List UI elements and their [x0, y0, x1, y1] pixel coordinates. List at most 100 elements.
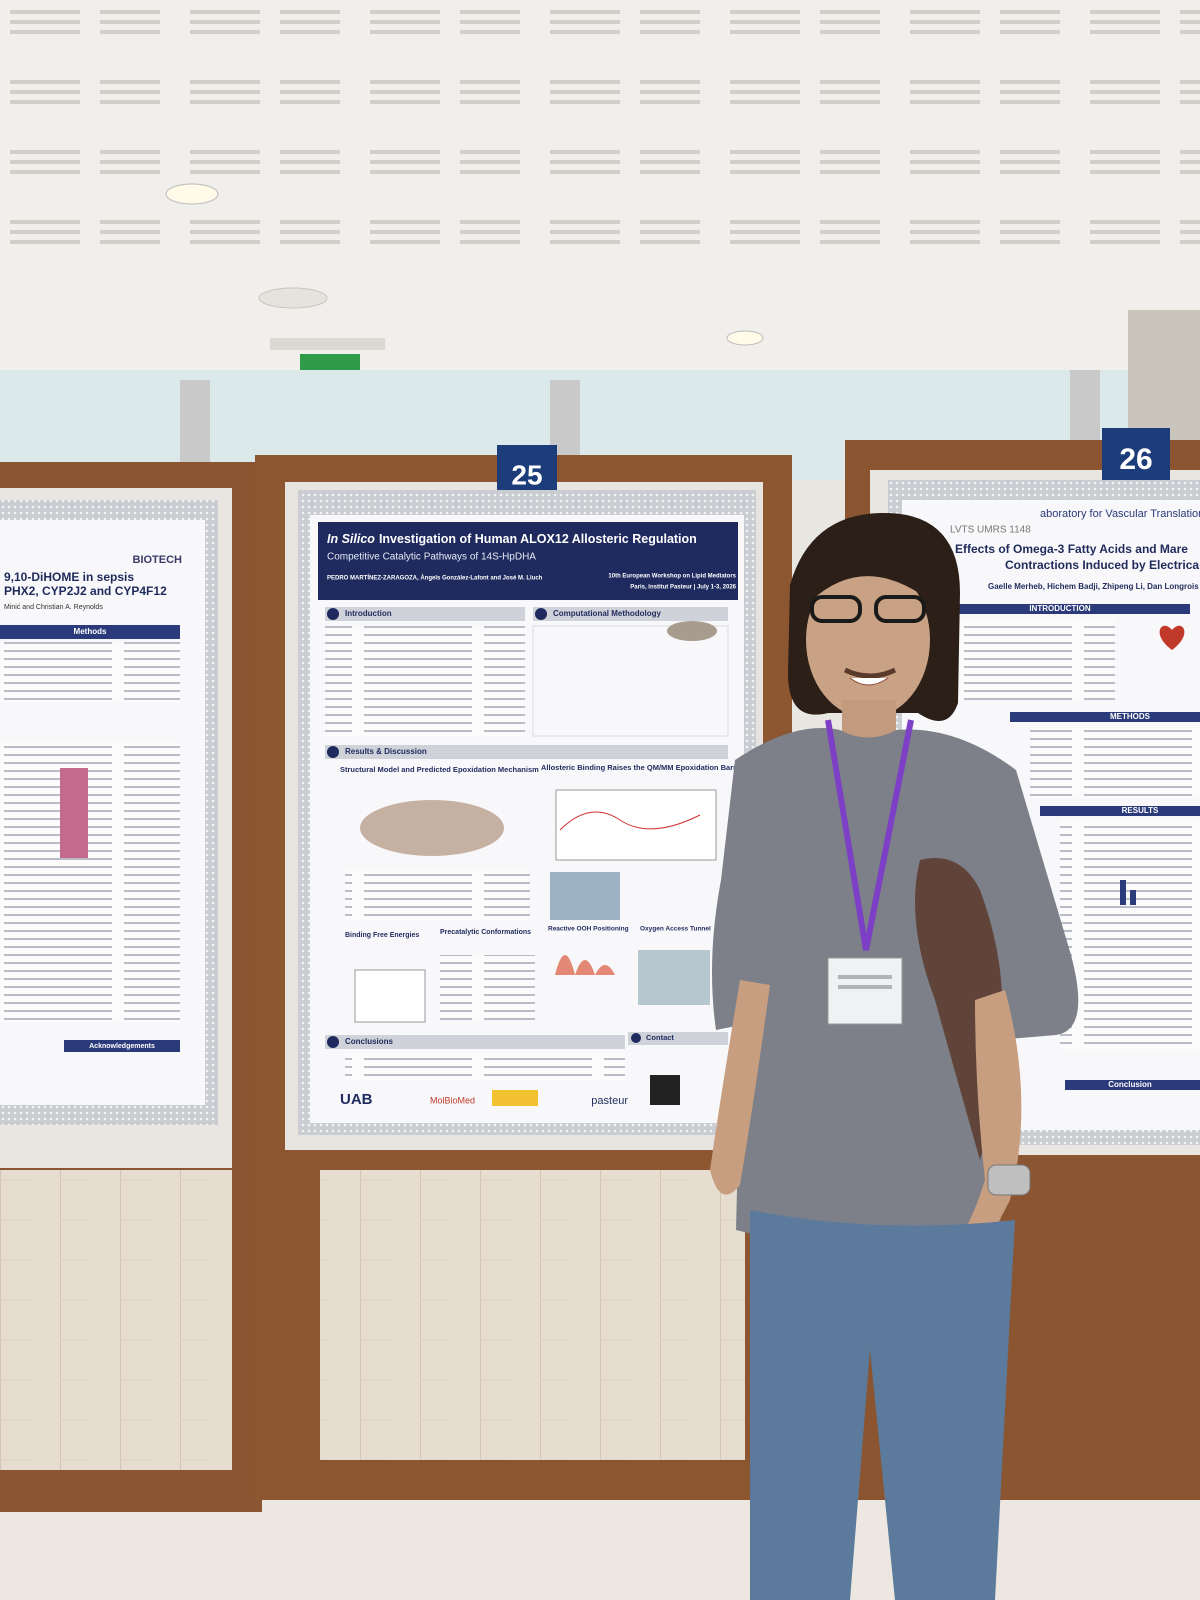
- poster-25-energy-curve: [559, 811, 701, 831]
- poster-25-section-bar: [325, 745, 728, 759]
- ceiling-light: [165, 183, 219, 205]
- ceiling-light: [726, 330, 764, 346]
- poster-26-lab: aboratory for Vascular Translational: [1040, 508, 1200, 520]
- poster-26-header: [1010, 712, 1200, 722]
- glasses: [874, 595, 926, 623]
- smile: [849, 677, 889, 686]
- poster-26-text: [1060, 820, 1200, 1050]
- poster-26-header: [1040, 806, 1200, 816]
- poster-26-authors: Gaelle Merheb, Hichem Badji, Zhipeng Li,…: [988, 582, 1199, 591]
- person: [710, 512, 1079, 1600]
- poster-left-title: 9,10-DiHOME in sepsis: [4, 570, 134, 584]
- poster-left-section: Acknowledgements: [89, 1043, 155, 1050]
- poster-25-title-main: Investigation of Human ALOX12 Allosteric…: [379, 532, 697, 546]
- jeans: [750, 1210, 1015, 1600]
- poster-left-brand: BIOTECH: [133, 554, 183, 566]
- poster-25-title-band: [318, 522, 738, 600]
- poster-25-logo: MolBioMed: [430, 1095, 475, 1105]
- poster-26-title: Contractions Induced by Electrica: [1005, 558, 1199, 572]
- poster-25-section-bar: [628, 1032, 728, 1045]
- poster-25-section-dot: [327, 746, 339, 758]
- board-opening: [320, 1170, 745, 1460]
- poster-left-authors: Minić and Christian A. Reynolds: [4, 604, 103, 611]
- poster-25-subsection: Oxygen Access Tunnel: [640, 926, 711, 933]
- neck: [842, 700, 896, 740]
- poster-25-section: Contact: [646, 1033, 674, 1042]
- poster-25-section-dot: [535, 608, 547, 620]
- poster-25-snapshot: [550, 872, 620, 920]
- poster-25-text: [325, 626, 525, 736]
- poster-26-bar: [1120, 880, 1126, 905]
- poster-left-text: [0, 742, 180, 1022]
- poster-25-section-dot: [327, 1036, 339, 1048]
- poster-25-logo: pasteur: [591, 1095, 628, 1107]
- poster-number: 26: [1119, 443, 1152, 476]
- poster-left-section: Methods: [74, 627, 107, 636]
- poster-26-unit: LVTS UMRS 1148: [950, 525, 1031, 536]
- poster-25-method-diagram: [532, 625, 729, 737]
- poster-26-section: Conclusion: [1108, 1080, 1152, 1089]
- poster-25-tunnel: [638, 950, 710, 1005]
- poster-25-section-bar: [325, 607, 525, 621]
- poster-25-subsection: Reactive OOH Positioning: [548, 926, 629, 933]
- board-opening: [0, 1170, 232, 1470]
- name-badge-text: [838, 985, 892, 989]
- poster-26-title: Effects of Omega-3 Fatty Acids and Mare: [955, 542, 1188, 556]
- poster-25-section-dot: [631, 1033, 641, 1043]
- poster-25-funding-logo: [492, 1090, 538, 1106]
- poster-25-section-dot: [327, 608, 339, 620]
- poster-25-energy-plot: [555, 789, 717, 861]
- poster-25-text: [440, 955, 535, 1020]
- hair-fringe: [810, 545, 922, 600]
- poster-26-header: [935, 604, 1190, 614]
- poster-25-section: Conclusions: [345, 1037, 394, 1046]
- poster-25-subsection: Allosteric Binding Raises the QM/MM Epox…: [541, 763, 745, 772]
- ceiling-vents: [0, 0, 1200, 260]
- poster-25-structure: [360, 800, 504, 856]
- poster-25-section-bar: [325, 1035, 625, 1049]
- poster-25-event: 10th European Workshop on Lipid Mediator…: [608, 574, 736, 580]
- name-badge: [827, 957, 903, 1025]
- poster-left-title: PHX2, CYP2J2 and CYP4F12: [4, 584, 167, 598]
- poster-25-distribution: [555, 955, 615, 975]
- poster-25-plot: [354, 969, 426, 1023]
- poster-left-header: [64, 1040, 180, 1052]
- pillar: [1128, 310, 1200, 450]
- poster-25-text: [345, 1053, 625, 1081]
- poster-25-subtitle: Competitive Catalytic Pathways of 14S-Hp…: [327, 552, 536, 563]
- poster-25-subsection: Structural Model and Predicted Epoxidati…: [340, 765, 539, 774]
- face: [806, 562, 930, 718]
- poster-number: 25: [511, 459, 542, 490]
- poster-left-text: [0, 642, 180, 702]
- moustache: [843, 667, 897, 679]
- poster-25-subsection: Precatalytic Conformations: [440, 929, 531, 936]
- poster-26-section: RESULTS: [1122, 806, 1159, 815]
- poster-25-title: In Silico Investigation of Human ALOX12 A…: [327, 532, 697, 546]
- glasses: [810, 595, 862, 623]
- poster-left-header: [0, 625, 180, 639]
- poster-25-section: Results & Discussion: [345, 747, 427, 756]
- poster-25-scheme: [345, 870, 530, 920]
- poster-25-protein: [667, 621, 717, 641]
- poster-25-title-italic: In Silico: [327, 532, 375, 546]
- poster-left-heatmap: [60, 768, 88, 858]
- poster-25-section: Computational Methodology: [553, 609, 662, 618]
- board-post: [1190, 1160, 1200, 1490]
- poster-26-section: INTRODUCTION: [1029, 604, 1091, 613]
- exit-sign-mount: [270, 338, 385, 350]
- poster-25-section: Introduction: [345, 609, 392, 618]
- poster-25-section-bar: [533, 607, 728, 621]
- poster-25-venue: Paris, Institut Pasteur | July 1-3, 2026: [630, 585, 736, 591]
- poster-25-logo: UAB: [340, 1091, 373, 1108]
- ceiling-speaker: [258, 287, 328, 309]
- poster-26-heart-icon: [1159, 625, 1185, 650]
- watch: [987, 1164, 1031, 1196]
- poster-25-qr: [650, 1075, 680, 1105]
- poster-26-header: [1065, 1080, 1200, 1090]
- poster-25-subsection: Binding Free Energies: [345, 932, 419, 939]
- poster-26-section: METHODS: [1110, 712, 1151, 721]
- poster-25-authors: PEDRO MARTÍNEZ-ZARAGOZA, Àngels González…: [327, 574, 543, 582]
